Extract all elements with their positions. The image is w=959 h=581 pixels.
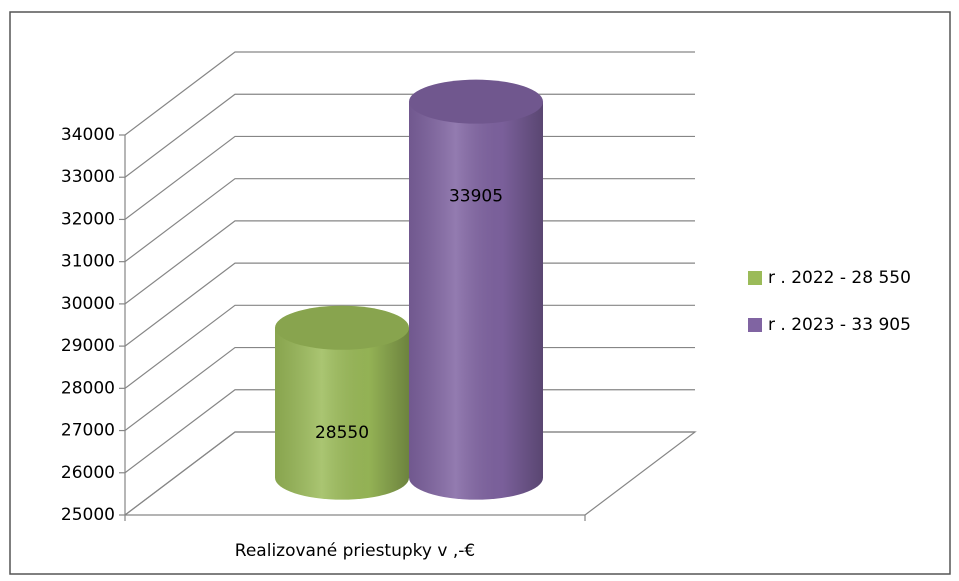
cylinder-top	[409, 79, 543, 124]
legend-swatch	[748, 271, 762, 285]
y-tick-label: 32000	[61, 209, 115, 229]
legend-swatch	[748, 318, 762, 332]
y-tick-label: 28000	[61, 378, 115, 398]
x-axis-label: Realizované priestupky v ,-€	[235, 541, 475, 561]
data-label: 28550	[315, 423, 369, 443]
y-tick-label: 34000	[61, 125, 115, 145]
y-tick-label: 25000	[61, 505, 115, 525]
legend-label: r . 2023 - 33 905	[768, 315, 911, 335]
y-tick-label: 33000	[61, 167, 115, 187]
cylinder-shade	[275, 327, 409, 500]
y-tick-label: 30000	[61, 294, 115, 314]
cylinder-top-shade	[275, 305, 409, 350]
y-tick-label: 29000	[61, 336, 115, 356]
cylinder-shade	[409, 101, 543, 500]
y-tick-label: 31000	[61, 252, 115, 272]
grid-line	[124, 51, 695, 136]
grid-line	[124, 93, 695, 178]
data-label: 33905	[449, 187, 503, 207]
legend-label: r . 2022 - 28 550	[768, 268, 911, 288]
y-tick-label: 27000	[61, 421, 115, 441]
y-tick-label: 26000	[61, 463, 115, 483]
cylinder-top	[275, 305, 409, 350]
cylinder-top-shade	[409, 79, 543, 124]
